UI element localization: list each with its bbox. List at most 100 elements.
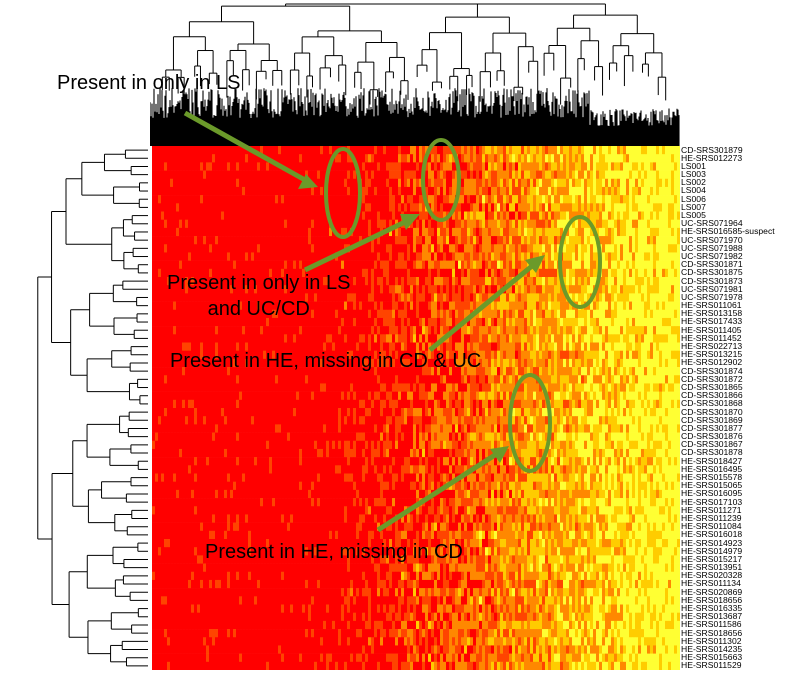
heatmap-cell xyxy=(314,342,318,351)
heatmap-cell xyxy=(467,350,471,360)
heatmap-cell xyxy=(209,170,213,180)
heatmap-cell xyxy=(476,285,480,294)
heatmap-cell xyxy=(434,317,438,327)
heatmap-cell xyxy=(176,358,180,368)
heatmap-cell xyxy=(512,301,516,311)
heatmap-cell xyxy=(164,317,168,327)
heatmap-cell xyxy=(656,162,660,171)
heatmap-cell xyxy=(533,146,537,155)
heatmap-cell xyxy=(419,285,423,294)
heatmap-cell xyxy=(629,268,633,278)
heatmap-cell xyxy=(275,195,279,204)
heatmap-cell xyxy=(554,244,558,253)
heatmap-cell xyxy=(644,277,648,286)
heatmap-cell xyxy=(572,203,576,212)
heatmap-cell xyxy=(311,285,315,294)
heatmap-cell xyxy=(593,268,597,278)
heatmap-cell xyxy=(167,342,171,351)
heatmap-cell xyxy=(170,301,174,311)
heatmap-cell xyxy=(557,326,561,335)
heatmap-cell xyxy=(179,219,183,229)
heatmap-cell xyxy=(434,260,438,270)
heatmap-cell xyxy=(446,326,450,335)
heatmap-cell xyxy=(473,186,477,196)
heatmap-cell xyxy=(641,244,645,253)
heatmap-cell xyxy=(182,350,186,360)
heatmap-cell xyxy=(566,293,570,302)
heatmap-cell xyxy=(494,146,498,155)
heatmap-cell xyxy=(254,195,258,204)
heatmap-cell xyxy=(422,162,426,171)
heatmap-cell xyxy=(275,227,279,237)
heatmap-cell xyxy=(593,285,597,294)
heatmap-cell xyxy=(230,309,234,319)
heatmap-cell xyxy=(446,186,450,196)
heatmap-cell xyxy=(194,342,198,351)
heatmap-cell xyxy=(251,309,255,319)
heatmap-cell xyxy=(215,252,219,261)
heatmap-cell xyxy=(251,317,255,327)
heatmap-cell xyxy=(497,350,501,360)
heatmap-cell xyxy=(431,162,435,171)
heatmap-cell xyxy=(656,236,660,245)
heatmap-cell xyxy=(317,252,321,261)
heatmap-cell xyxy=(491,277,495,286)
heatmap-cell xyxy=(158,219,162,229)
heatmap-cell xyxy=(161,195,165,204)
heatmap-cell xyxy=(665,244,669,253)
heatmap-cell xyxy=(587,154,591,163)
heatmap-cell xyxy=(458,186,462,196)
heatmap-cell xyxy=(317,317,321,327)
heatmap-cell xyxy=(647,219,651,229)
heatmap-cell xyxy=(662,244,666,253)
heatmap-cell xyxy=(419,252,423,261)
heatmap-cell xyxy=(392,268,396,278)
heatmap-cell xyxy=(536,268,540,278)
heatmap-cell xyxy=(194,244,198,253)
heatmap-cell xyxy=(353,285,357,294)
heatmap-cell xyxy=(248,350,252,360)
heatmap-cell xyxy=(371,219,375,229)
heatmap-cell xyxy=(302,293,306,302)
heatmap-cell xyxy=(539,244,543,253)
heatmap-cell xyxy=(305,244,309,253)
heatmap-cell xyxy=(404,350,408,360)
heatmap-cell xyxy=(356,211,360,220)
heatmap-cell xyxy=(587,277,591,286)
heatmap-cell xyxy=(332,211,336,220)
heatmap-cell xyxy=(659,227,663,237)
heatmap-cell xyxy=(236,342,240,351)
heatmap-cell xyxy=(254,203,258,212)
heatmap-cell xyxy=(281,146,285,155)
heatmap-cell xyxy=(197,342,201,351)
heatmap-cell xyxy=(356,170,360,180)
heatmap-cell xyxy=(245,317,249,327)
heatmap-cell xyxy=(158,178,162,188)
heatmap-cell xyxy=(245,236,249,245)
heatmap-cell xyxy=(533,154,537,163)
heatmap-cell xyxy=(614,211,618,220)
heatmap-cell xyxy=(353,195,357,204)
heatmap-cell xyxy=(461,301,465,311)
heatmap-cell xyxy=(419,162,423,171)
heatmap-cell xyxy=(647,195,651,204)
heatmap-cell xyxy=(233,301,237,311)
heatmap-cell xyxy=(347,186,351,196)
heatmap-cell xyxy=(284,203,288,212)
heatmap-cell xyxy=(290,309,294,319)
heatmap-cell xyxy=(539,186,543,196)
heatmap-cell xyxy=(290,154,294,163)
heatmap-cell xyxy=(203,211,207,220)
heatmap-cell xyxy=(584,162,588,171)
heatmap-cell xyxy=(293,252,297,261)
heatmap-cell xyxy=(446,252,450,261)
heatmap-cell xyxy=(506,252,510,261)
heatmap-cell xyxy=(530,178,534,188)
heatmap-cell xyxy=(677,317,680,327)
heatmap-cell xyxy=(395,170,399,180)
heatmap-cell xyxy=(599,260,603,270)
heatmap-cell xyxy=(614,277,618,286)
heatmap-cell xyxy=(410,203,414,212)
heatmap-cell xyxy=(290,227,294,237)
heatmap-cell xyxy=(155,178,159,188)
